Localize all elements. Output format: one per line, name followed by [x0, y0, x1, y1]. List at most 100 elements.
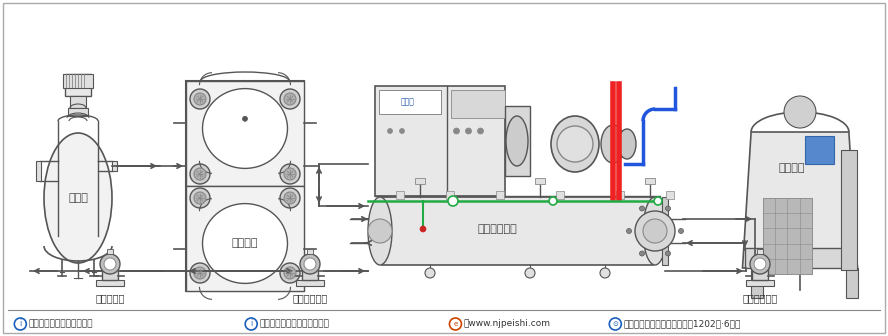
- Circle shape: [478, 128, 483, 134]
- Bar: [763, 198, 812, 274]
- Bar: [746, 280, 774, 286]
- Circle shape: [609, 318, 622, 330]
- Text: e: e: [453, 321, 457, 327]
- Bar: [65, 74, 91, 96]
- Ellipse shape: [618, 129, 636, 159]
- Circle shape: [104, 258, 116, 270]
- Circle shape: [190, 164, 210, 184]
- Circle shape: [784, 96, 816, 128]
- Text: i: i: [20, 320, 21, 329]
- Circle shape: [284, 267, 296, 279]
- Circle shape: [194, 168, 206, 180]
- Ellipse shape: [44, 133, 112, 263]
- Bar: [750, 268, 763, 298]
- Bar: [841, 150, 857, 270]
- Bar: [805, 136, 834, 164]
- Circle shape: [639, 206, 645, 211]
- Circle shape: [190, 188, 210, 208]
- Circle shape: [635, 211, 675, 251]
- Polygon shape: [742, 132, 858, 268]
- Circle shape: [194, 192, 206, 204]
- Circle shape: [280, 188, 300, 208]
- Circle shape: [425, 268, 435, 278]
- Bar: [36, 161, 41, 181]
- Bar: [662, 197, 668, 265]
- Circle shape: [549, 197, 557, 205]
- Text: 反应釜: 反应釜: [68, 193, 88, 203]
- Circle shape: [557, 126, 593, 162]
- Bar: [186, 186, 304, 291]
- Text: ⊙: ⊙: [613, 321, 618, 327]
- Circle shape: [448, 196, 458, 206]
- Circle shape: [280, 263, 300, 283]
- Ellipse shape: [551, 116, 599, 172]
- Circle shape: [242, 116, 248, 121]
- Bar: [752, 262, 768, 280]
- Bar: [450, 90, 505, 118]
- Bar: [757, 249, 763, 254]
- Circle shape: [245, 318, 258, 330]
- Circle shape: [449, 318, 462, 330]
- Text: ：www.njpeishi.com: ：www.njpeishi.com: [464, 320, 551, 329]
- Bar: [107, 249, 113, 254]
- Bar: [186, 81, 304, 291]
- Circle shape: [639, 251, 645, 256]
- Ellipse shape: [506, 116, 528, 166]
- Bar: [375, 86, 505, 196]
- Circle shape: [454, 128, 459, 134]
- Bar: [96, 280, 124, 286]
- Circle shape: [300, 254, 320, 274]
- Circle shape: [465, 128, 472, 134]
- Circle shape: [387, 128, 392, 133]
- Bar: [535, 178, 545, 184]
- Bar: [70, 96, 86, 108]
- Ellipse shape: [202, 204, 288, 283]
- Circle shape: [194, 93, 206, 105]
- Bar: [616, 191, 624, 199]
- Bar: [645, 178, 655, 184]
- Circle shape: [280, 89, 300, 109]
- Text: ：江苏省南京市六合区六断路1202号·6号楼: ：江苏省南京市六合区六断路1202号·6号楼: [623, 320, 741, 329]
- Circle shape: [665, 251, 670, 256]
- Bar: [382, 197, 653, 265]
- Circle shape: [190, 263, 210, 283]
- Circle shape: [627, 228, 631, 234]
- Circle shape: [194, 267, 206, 279]
- Circle shape: [284, 192, 296, 204]
- Bar: [63, 74, 93, 88]
- Circle shape: [190, 89, 210, 109]
- Text: 螺杆冷水机组: 螺杆冷水机组: [478, 224, 518, 234]
- Circle shape: [678, 228, 684, 234]
- Text: i: i: [250, 320, 252, 329]
- Bar: [845, 268, 858, 298]
- Bar: [112, 161, 117, 171]
- Text: ：南京佩诗机电科技有限公司: ：南京佩诗机电科技有限公司: [259, 320, 329, 329]
- Text: ：风冷机组无需冷却塔设备: ：风冷机组无需冷却塔设备: [28, 320, 93, 329]
- Bar: [446, 191, 454, 199]
- Circle shape: [284, 93, 296, 105]
- Ellipse shape: [202, 89, 288, 168]
- Circle shape: [368, 219, 392, 243]
- Circle shape: [525, 268, 535, 278]
- Bar: [415, 178, 425, 184]
- Bar: [186, 81, 304, 186]
- Text: 循环工艺泵: 循环工艺泵: [95, 293, 124, 303]
- Circle shape: [750, 254, 770, 274]
- Bar: [302, 262, 318, 280]
- Bar: [744, 248, 855, 268]
- Text: 冷却水塔: 冷却水塔: [779, 163, 805, 173]
- Ellipse shape: [643, 197, 667, 265]
- Text: 冷冻水箱: 冷冻水箱: [232, 239, 258, 249]
- Bar: [396, 191, 404, 199]
- Circle shape: [100, 254, 120, 274]
- Bar: [296, 280, 324, 286]
- Ellipse shape: [368, 197, 392, 265]
- Circle shape: [400, 128, 405, 133]
- Text: 冷冻循环水泵: 冷冻循环水泵: [292, 293, 328, 303]
- Circle shape: [280, 164, 300, 184]
- Circle shape: [420, 226, 426, 232]
- Circle shape: [304, 258, 316, 270]
- Bar: [505, 106, 530, 176]
- Bar: [68, 108, 88, 116]
- Bar: [307, 249, 313, 254]
